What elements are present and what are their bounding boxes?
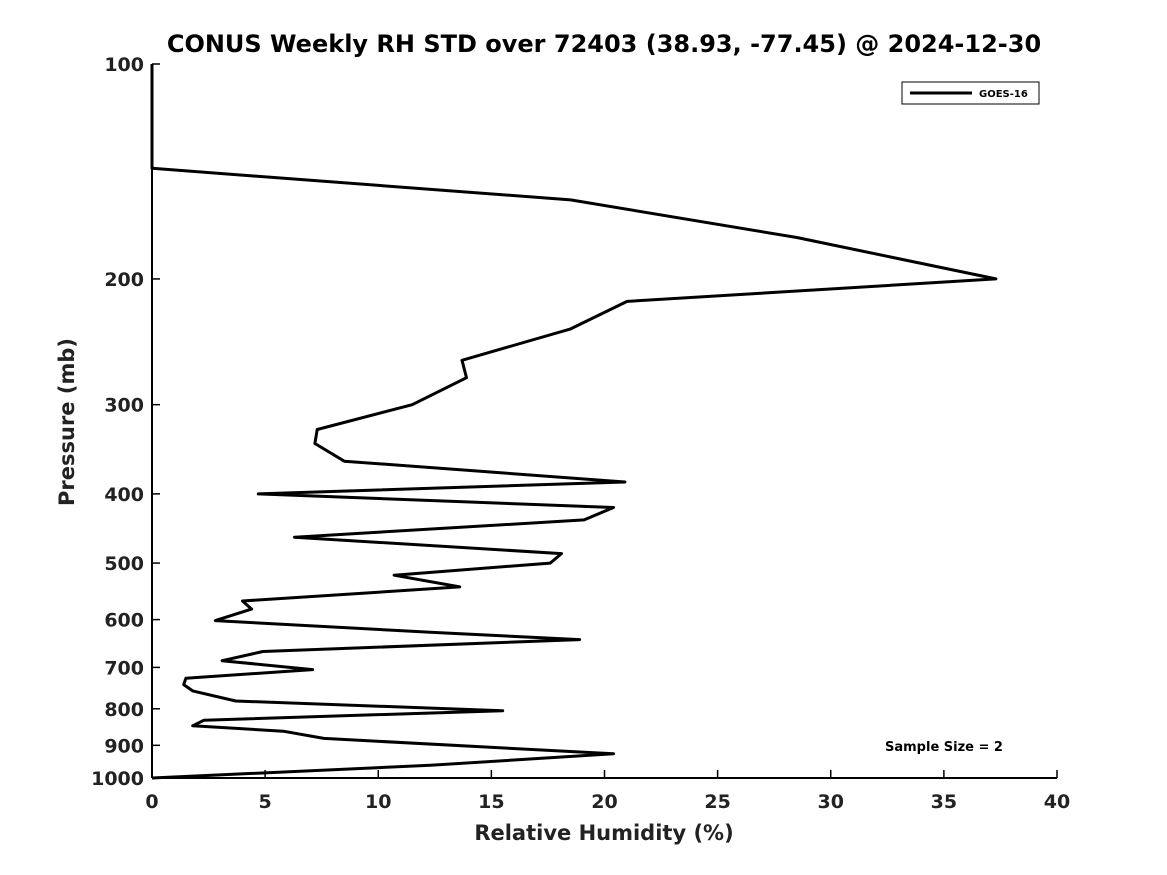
y-tick-label: 200 <box>104 269 144 291</box>
x-ticks: 0 5 10 15 20 25 30 35 40 <box>145 770 1070 813</box>
x-tick-label: 10 <box>365 791 391 813</box>
x-tick-label: 5 <box>259 791 272 813</box>
x-axis-label: Relative Humidity (%) <box>474 821 733 845</box>
x-tick-label: 40 <box>1044 791 1070 813</box>
y-tick-label: 600 <box>104 610 144 632</box>
y-tick-label: 800 <box>104 699 144 721</box>
x-tick-label: 0 <box>145 791 158 813</box>
x-tick-label: 20 <box>591 791 617 813</box>
y-tick-label: 500 <box>104 553 144 575</box>
series-line-0 <box>150 64 998 780</box>
y-ticks: 100 200 300 400 500 600 700 800 900 1000 <box>91 54 160 790</box>
y-tick-label: 400 <box>104 484 144 506</box>
y-tick-label: 300 <box>104 395 144 417</box>
y-tick-label: 1000 <box>91 768 144 790</box>
x-tick-label: 25 <box>704 791 730 813</box>
sample-size-annotation: Sample Size = 2 <box>885 740 1003 755</box>
legend-label-goes-16: GOES-16 <box>979 89 1028 100</box>
y-axis-label: Pressure (mb) <box>55 338 79 506</box>
y-tick-label: 900 <box>104 735 144 757</box>
legend: GOES-16 <box>901 81 1040 105</box>
y-tick-label: 100 <box>104 54 144 76</box>
x-tick-label: 30 <box>818 791 844 813</box>
chart-title: CONUS Weekly RH STD over 72403 (38.93, -… <box>167 30 1041 58</box>
y-tick-label: 700 <box>104 657 144 679</box>
x-tick-label: 15 <box>478 791 504 813</box>
x-tick-label: 35 <box>931 791 957 813</box>
plot-area: 0 5 10 15 20 25 30 35 40 100 200 300 400 500 600 700 80… <box>91 54 1070 813</box>
series-layer <box>150 64 998 780</box>
